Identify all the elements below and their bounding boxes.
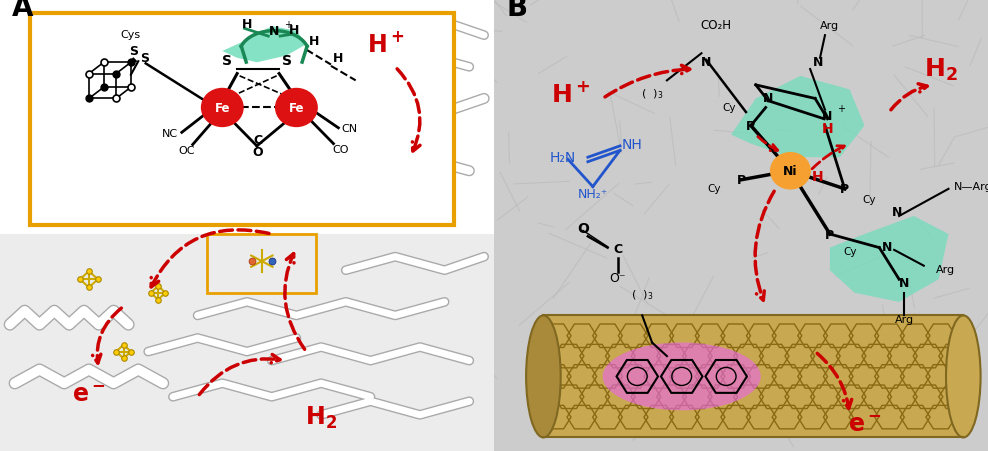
Text: S: S xyxy=(282,54,291,68)
FancyArrowPatch shape xyxy=(755,192,775,300)
Polygon shape xyxy=(0,235,494,451)
Text: NH: NH xyxy=(621,138,643,151)
Text: Cy: Cy xyxy=(863,195,876,205)
Circle shape xyxy=(202,89,243,127)
Polygon shape xyxy=(731,77,864,158)
Text: OC: OC xyxy=(179,145,195,155)
Text: N: N xyxy=(701,55,711,69)
FancyArrowPatch shape xyxy=(93,308,122,363)
Text: Ni: Ni xyxy=(783,165,797,178)
Text: N: N xyxy=(899,276,909,290)
Text: H: H xyxy=(333,52,344,65)
Polygon shape xyxy=(830,216,948,302)
Polygon shape xyxy=(543,316,963,437)
Text: N: N xyxy=(763,92,774,105)
FancyArrowPatch shape xyxy=(151,230,269,287)
Text: Cy: Cy xyxy=(707,184,720,193)
Text: O: O xyxy=(253,146,263,159)
Text: Arg: Arg xyxy=(894,314,914,324)
Text: Cy: Cy xyxy=(722,102,735,112)
Text: $\mathbf{e^-}$: $\mathbf{e^-}$ xyxy=(848,412,881,436)
FancyArrowPatch shape xyxy=(812,147,845,170)
FancyArrowPatch shape xyxy=(758,137,778,151)
Text: H: H xyxy=(812,170,823,184)
Text: H: H xyxy=(288,24,299,37)
Text: H: H xyxy=(242,18,252,31)
Text: A: A xyxy=(12,0,34,22)
Ellipse shape xyxy=(526,316,560,437)
Text: $\mathbf{H^+}$: $\mathbf{H^+}$ xyxy=(551,82,590,106)
Ellipse shape xyxy=(947,316,980,437)
Text: P: P xyxy=(825,228,835,241)
Text: $\mathregular{(\ \ )_3}$: $\mathregular{(\ \ )_3}$ xyxy=(631,288,653,301)
Text: N—Arg: N—Arg xyxy=(953,181,988,191)
Text: $\mathbf{H^+}$: $\mathbf{H^+}$ xyxy=(367,32,404,57)
Text: P: P xyxy=(746,120,756,133)
Text: NC: NC xyxy=(162,128,179,138)
Text: NH₂⁺: NH₂⁺ xyxy=(578,188,608,200)
FancyArrowPatch shape xyxy=(397,69,420,152)
Polygon shape xyxy=(494,0,988,451)
Text: CO: CO xyxy=(333,144,349,154)
Text: H₂N: H₂N xyxy=(550,151,576,165)
Circle shape xyxy=(276,89,317,127)
Text: C: C xyxy=(253,133,263,147)
Text: C: C xyxy=(613,243,622,256)
Text: B: B xyxy=(506,0,528,22)
Text: $(\ \ )_3$: $(\ \ )_3$ xyxy=(641,87,663,101)
Text: N: N xyxy=(812,55,823,69)
FancyArrowPatch shape xyxy=(285,254,304,350)
Text: O⁻: O⁻ xyxy=(610,272,625,285)
Text: O: O xyxy=(577,221,589,235)
Ellipse shape xyxy=(603,343,761,410)
FancyArrowPatch shape xyxy=(200,354,280,395)
Polygon shape xyxy=(222,27,306,63)
Text: N: N xyxy=(891,206,902,219)
Text: Arg: Arg xyxy=(820,21,840,31)
Text: $\mathbf{e^-}$: $\mathbf{e^-}$ xyxy=(72,382,106,406)
Text: H: H xyxy=(822,122,833,136)
Text: H: H xyxy=(308,35,319,48)
Text: N: N xyxy=(881,240,892,253)
Text: Cy: Cy xyxy=(843,247,857,257)
Text: CO₂H: CO₂H xyxy=(700,19,732,32)
Text: N: N xyxy=(269,25,280,38)
FancyArrowPatch shape xyxy=(891,85,927,110)
Text: CN: CN xyxy=(342,124,358,133)
Text: +: + xyxy=(837,104,845,114)
FancyArrowPatch shape xyxy=(817,354,852,408)
Circle shape xyxy=(771,153,810,189)
Text: $\mathbf{H_2}$: $\mathbf{H_2}$ xyxy=(924,57,958,83)
Text: $\mathbf{H_2}$: $\mathbf{H_2}$ xyxy=(305,404,337,430)
Text: Cys: Cys xyxy=(121,30,141,40)
Polygon shape xyxy=(0,0,494,451)
Text: +: + xyxy=(284,20,292,30)
FancyArrowPatch shape xyxy=(605,66,690,98)
Text: S: S xyxy=(128,45,138,58)
Text: S: S xyxy=(222,54,232,68)
Text: Arg: Arg xyxy=(936,265,955,275)
Text: P: P xyxy=(840,183,850,196)
Text: N: N xyxy=(822,110,833,123)
Text: Fe: Fe xyxy=(288,102,304,115)
Text: Fe: Fe xyxy=(214,102,230,115)
FancyBboxPatch shape xyxy=(30,14,454,226)
Text: P: P xyxy=(736,174,746,187)
Text: S: S xyxy=(140,52,149,65)
